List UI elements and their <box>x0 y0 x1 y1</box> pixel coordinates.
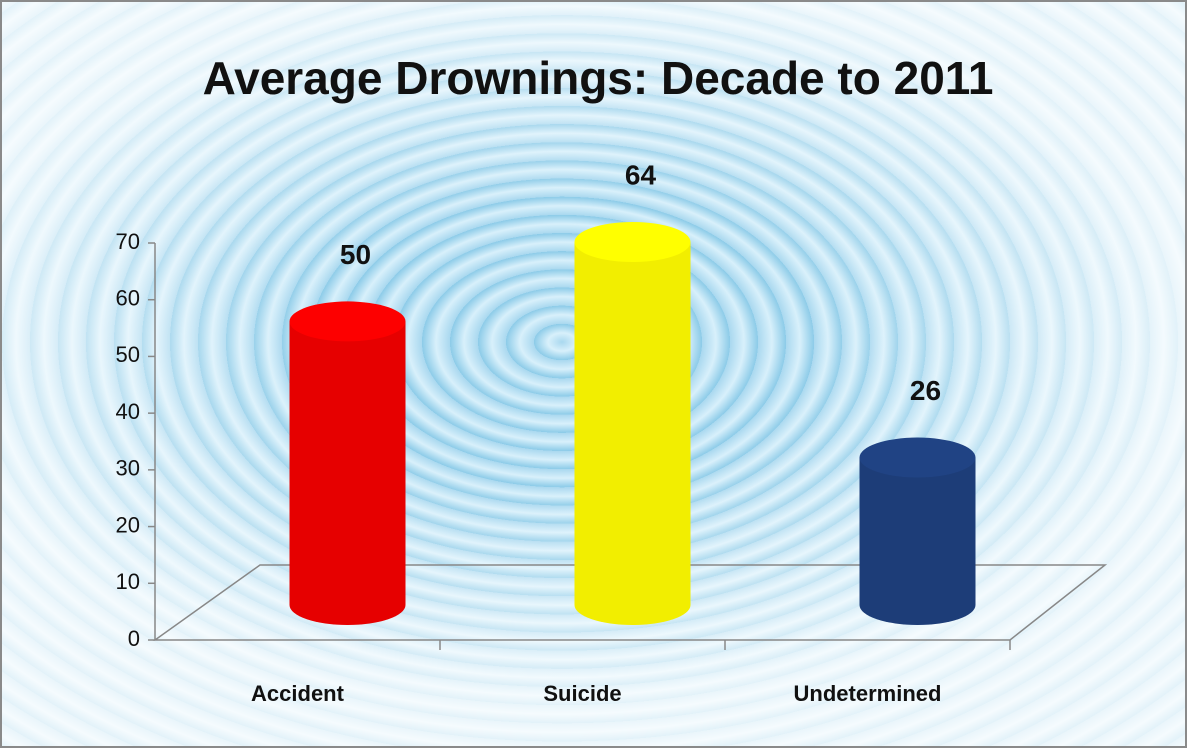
bar-top <box>859 437 976 478</box>
y-tick-label: 60 <box>116 286 140 311</box>
chart-title: Average Drownings: Decade to 2011 <box>203 52 994 104</box>
bar <box>859 457 976 625</box>
y-tick-label: 70 <box>116 229 140 254</box>
y-tick-label: 20 <box>116 512 140 537</box>
bar <box>574 242 691 625</box>
x-tick-label: Accident <box>251 681 345 706</box>
bar <box>289 321 406 625</box>
y-tick-label: 30 <box>116 456 140 481</box>
value-label: 50 <box>340 239 371 270</box>
bar-top <box>574 222 691 263</box>
x-tick-label: Undetermined <box>794 681 942 706</box>
y-tick-label: 40 <box>116 399 140 424</box>
x-tick-label: Suicide <box>543 681 621 706</box>
value-label: 64 <box>625 159 657 190</box>
y-tick-label: 10 <box>116 569 140 594</box>
y-tick-label: 0 <box>128 626 140 651</box>
y-tick-label: 50 <box>116 342 140 367</box>
bar-top <box>289 301 406 342</box>
value-label: 26 <box>910 375 941 406</box>
